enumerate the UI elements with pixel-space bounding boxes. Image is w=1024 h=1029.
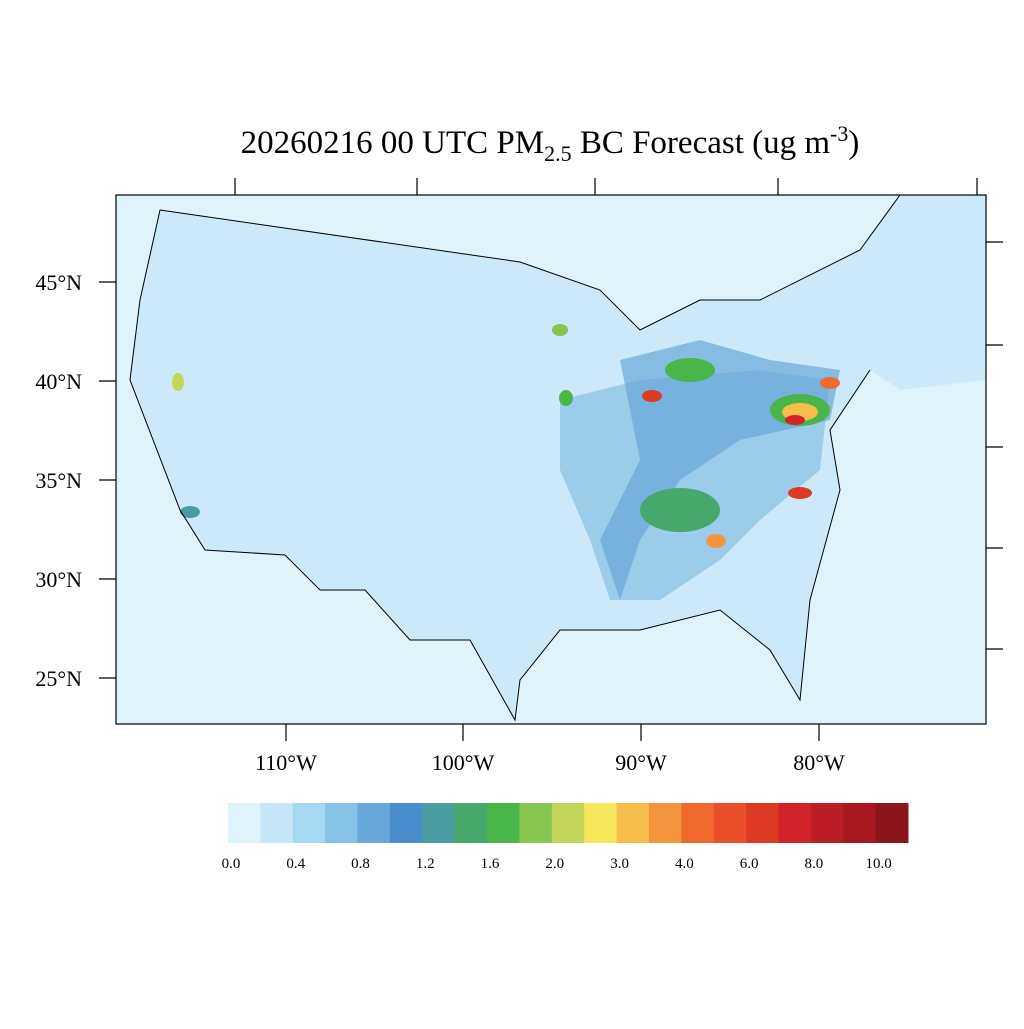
map-frame <box>115 194 987 725</box>
colorbar-box <box>454 803 488 843</box>
colorbar-label: 10.0 <box>865 856 891 872</box>
colorbar-label: 1.2 <box>416 856 435 872</box>
colorbar-box <box>616 803 650 843</box>
colorbar-box <box>389 803 423 843</box>
colorbar-label: 0.8 <box>351 856 370 872</box>
colorbar-box <box>843 803 877 843</box>
plume <box>172 373 184 391</box>
longitude-label: 110°W <box>255 750 317 775</box>
plume <box>788 487 812 499</box>
longitude-label: 80°W <box>793 750 845 775</box>
colorbar-label: 1.6 <box>481 856 500 872</box>
colorbar-label: 0.4 <box>286 856 305 872</box>
longitude-label: 90°W <box>615 750 667 775</box>
colorbar-box <box>778 803 812 843</box>
latitude-label: 45°N <box>35 270 82 295</box>
colorbar-box <box>584 803 618 843</box>
colorbar-box <box>875 803 909 843</box>
plume <box>706 534 726 548</box>
title-superscript: -3 <box>830 121 848 146</box>
plume <box>559 390 573 406</box>
colorbar-label: 6.0 <box>740 856 759 872</box>
colorbar-box <box>422 803 456 843</box>
title-middle: BC Forecast (ug m <box>572 125 831 161</box>
title-subscript: 2.5 <box>544 141 572 166</box>
colorbar-box <box>551 803 585 843</box>
coastline <box>129 194 901 722</box>
plume <box>820 377 840 389</box>
plume <box>180 506 200 518</box>
title: 20260216 00 UTC PM2.5 BC Forecast (ug m-… <box>241 121 860 166</box>
latitude-label: 25°N <box>35 666 82 691</box>
colorbar-box <box>648 803 682 843</box>
latitude-label: 35°N <box>35 468 82 493</box>
plume <box>640 488 720 532</box>
latitude-label: 30°N <box>35 567 82 592</box>
colorbar-box <box>681 803 715 843</box>
colorbar-box <box>292 803 326 843</box>
axis-labels: 45°N 40°N 35°N 30°N 25°N 110°W 100°W 90°W 80°W <box>35 270 845 775</box>
frame-ticks <box>99 178 1003 741</box>
land-haze <box>130 195 986 720</box>
latitude-label: 40°N <box>35 369 82 394</box>
colorbar-label: 8.0 <box>804 856 823 872</box>
colorbar-label: 4.0 <box>675 856 694 872</box>
plume <box>665 358 715 382</box>
colorbar-box <box>810 803 844 843</box>
title-prefix: 20260216 00 UTC PM <box>241 125 544 161</box>
colorbar-box <box>260 803 294 843</box>
colorbar-box <box>519 803 553 843</box>
map <box>99 178 1003 741</box>
plume <box>552 324 568 336</box>
longitude-label: 100°W <box>432 750 495 775</box>
colorbar-box <box>746 803 779 843</box>
colorbar-box <box>713 803 747 843</box>
colorbar-box <box>228 803 261 843</box>
colorbar-label: 0.0 <box>222 856 241 872</box>
plume <box>785 415 805 425</box>
colorbar-label: 3.0 <box>610 856 629 872</box>
colorbar-box <box>357 803 391 843</box>
title-suffix: ) <box>848 125 859 161</box>
colorbar-label: 2.0 <box>545 856 564 872</box>
plume <box>642 390 662 402</box>
colorbar: 0.0 0.4 0.8 1.2 1.6 2.0 3.0 4.0 6.0 8.0 10.0 <box>222 803 909 872</box>
colorbar-box <box>325 803 359 843</box>
colorbar-box <box>487 803 520 843</box>
